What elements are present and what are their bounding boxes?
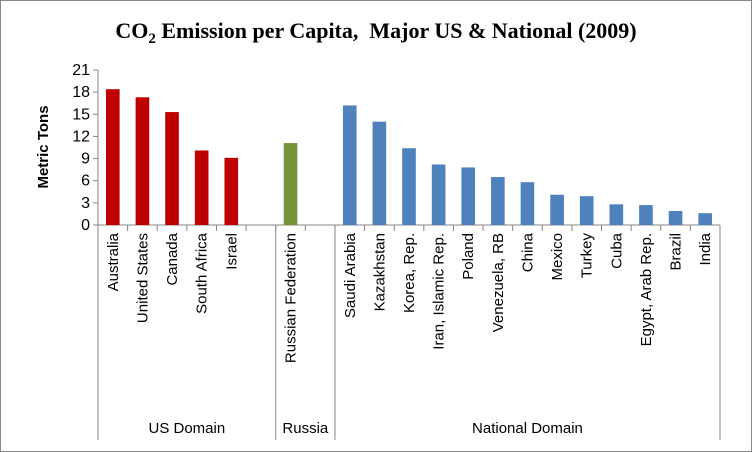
bar — [698, 213, 713, 225]
bar — [579, 196, 594, 225]
category-label: Cuba — [608, 232, 625, 269]
category-label: Russian Federation — [283, 233, 300, 363]
plot-area: 0 3 6 9 12 15 18 21 Australia United States Canada… — [72, 62, 721, 440]
chart-title-subscript: 2 — [148, 31, 156, 47]
category-label: Canada — [164, 232, 181, 285]
bar — [639, 205, 653, 225]
bar — [165, 112, 179, 225]
bar — [520, 182, 535, 225]
chart-title: CO2 Emission per Capita, Major US & Nati… — [115, 18, 636, 47]
category-label: Israel — [223, 233, 240, 270]
y-tick-label: 3 — [81, 195, 90, 212]
bar — [402, 148, 416, 225]
bar — [194, 150, 209, 225]
y-tick-label: 15 — [72, 106, 90, 123]
category-label: Poland — [460, 233, 477, 280]
category-label: Saudi Arabia — [342, 232, 359, 318]
y-axis-label: Metric Tons — [35, 105, 52, 188]
y-tick-label: 21 — [72, 62, 90, 79]
category-label: Korea, Rep. — [401, 233, 418, 313]
category-label: Mexico — [549, 233, 566, 281]
category-label: United States — [134, 233, 151, 323]
y-tick-label: 6 — [81, 173, 90, 190]
bar — [550, 194, 564, 225]
bar — [431, 164, 446, 225]
y-tick-label: 12 — [72, 128, 90, 145]
bar — [283, 143, 298, 225]
bar — [609, 204, 624, 225]
bar — [105, 89, 120, 225]
bar — [342, 105, 357, 225]
group-label: US Domain — [149, 420, 226, 437]
group-label: National Domain — [472, 420, 583, 437]
category-label: Venezuela, RB — [490, 233, 507, 332]
category-label: Kazakhstan — [371, 233, 388, 311]
category-label: Egypt, Arab Rep. — [638, 233, 655, 346]
bar — [668, 210, 683, 225]
category-label: Brazil — [668, 233, 685, 271]
chart-title-prefix: CO — [115, 18, 148, 43]
category-label: China — [519, 232, 536, 272]
group-label: Russia — [282, 420, 329, 437]
y-tick-label: 9 — [81, 151, 90, 168]
category-label: Turkey — [579, 233, 596, 279]
category-label: South Africa — [194, 232, 211, 314]
bar — [491, 177, 505, 225]
category-label: Iran, Islamic Rep. — [431, 233, 448, 350]
bar — [135, 97, 150, 225]
bar — [372, 121, 387, 225]
y-tick-label: 18 — [72, 84, 90, 101]
bar — [224, 157, 239, 225]
y-tick-label: 0 — [81, 217, 90, 234]
bar — [461, 167, 476, 225]
category-label: India — [697, 232, 714, 265]
chart-title-rest: Emission per Capita, Major US & National… — [156, 18, 637, 43]
category-label: Australia — [105, 232, 122, 291]
